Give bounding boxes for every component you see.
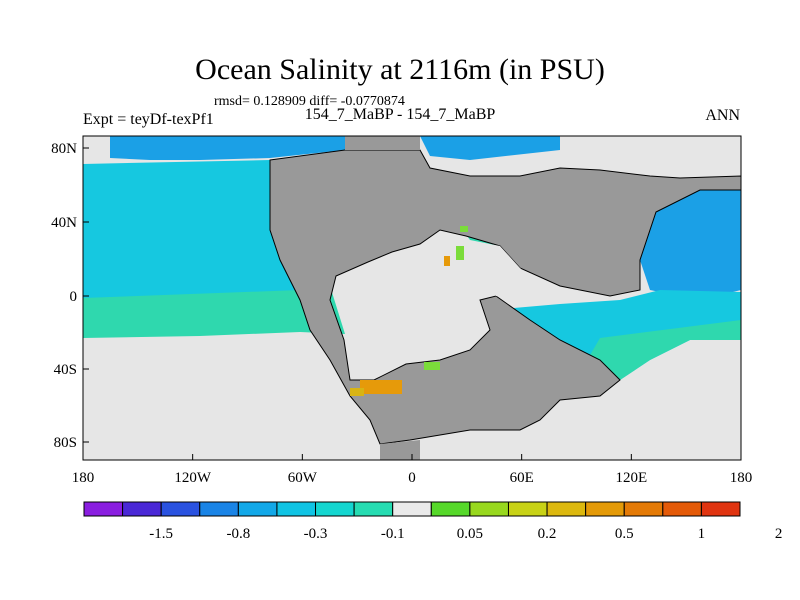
x-tick-label: 0 <box>408 470 416 486</box>
colorbar-label: -0.8 <box>226 526 250 542</box>
colorbar-swatch <box>276 501 317 517</box>
colorbar-swatch <box>122 501 162 517</box>
colorbar-swatch <box>662 501 702 517</box>
x-tick-label: 120W <box>174 470 212 486</box>
anomaly-blue-pacific-east <box>630 190 741 300</box>
colorbar-swatch <box>315 501 355 517</box>
colorbar-swatch <box>507 501 548 517</box>
colorbar-swatch <box>392 501 432 517</box>
x-tick-label: 120E <box>615 470 647 486</box>
y-tick-label: 80S <box>54 435 77 451</box>
colorbar-label: -1.5 <box>149 526 173 542</box>
x-tick-label: 60E <box>510 470 534 486</box>
x-tick-label: 60W <box>288 470 318 486</box>
anomaly-orange-2 <box>444 256 450 266</box>
colorbar-label: 0.2 <box>538 526 557 542</box>
colorbar-swatch <box>237 501 278 517</box>
colorbar-swatch <box>353 501 394 517</box>
anomaly-green-1 <box>424 362 440 370</box>
x-tick-label: 180 <box>72 470 95 486</box>
colorbar: -1.5 -0.8 -0.3 -0.1 0.05 0.2 0.5 1 2 <box>83 501 783 542</box>
axis-ticks: 180 120W 60W 0 60E 120E 180 80N 40N 0 40S 80S <box>51 141 752 486</box>
colorbar-swatch <box>160 501 201 517</box>
anomaly-teal-band <box>83 286 345 338</box>
colorbar-swatch <box>700 501 741 517</box>
experiment-label: Expt = teyDf-texPf1 <box>83 111 214 128</box>
colorbar-label: -0.3 <box>304 526 328 542</box>
anomaly-orange-1 <box>360 380 402 394</box>
y-tick-label: 40N <box>51 215 77 231</box>
colorbar-swatch <box>199 501 239 517</box>
colorbar-label: -0.1 <box>381 526 405 542</box>
colorbar-label: 0.05 <box>457 526 483 542</box>
y-tick-label: 80N <box>51 141 77 157</box>
rmsd-diff-stats: rmsd= 0.128909 diff= -0.0770874 <box>214 94 405 109</box>
y-tick-label: 40S <box>54 362 77 378</box>
anomaly-teal-south-east <box>586 320 741 396</box>
colorbar-swatch <box>469 501 509 517</box>
x-tick-label: 180 <box>730 470 753 486</box>
anomaly-blue-arctic <box>110 136 345 160</box>
anomaly-cyan-north-pacific <box>83 160 300 298</box>
colorbar-label: 0.5 <box>615 526 634 542</box>
colorbar-swatch <box>585 501 625 517</box>
run-label: 154_7_MaBP - 154_7_MaBP <box>304 106 496 123</box>
tethys-neutral <box>470 240 540 300</box>
colorbar-label: 2 <box>775 526 783 542</box>
season-label: ANN <box>705 107 740 124</box>
map-panel <box>82 135 742 461</box>
land-antarctic-strip <box>380 440 420 460</box>
colorbar-swatch <box>83 501 124 517</box>
map-title: Ocean Salinity at 2116m (in PSU) <box>195 53 605 86</box>
colorbar-label: 1 <box>698 526 706 542</box>
colorbar-swatch <box>430 501 471 517</box>
anomaly-blue-arctic-2 <box>420 136 560 160</box>
land-pangea <box>269 149 742 445</box>
anomaly-gold-1 <box>350 388 364 396</box>
land-arctic-bottom <box>345 136 420 150</box>
anomaly-green-3 <box>460 226 468 232</box>
colorbar-swatch <box>546 501 587 517</box>
y-tick-label: 0 <box>70 289 78 305</box>
colorbar-swatch <box>623 501 664 517</box>
anomaly-green-2 <box>456 246 464 260</box>
